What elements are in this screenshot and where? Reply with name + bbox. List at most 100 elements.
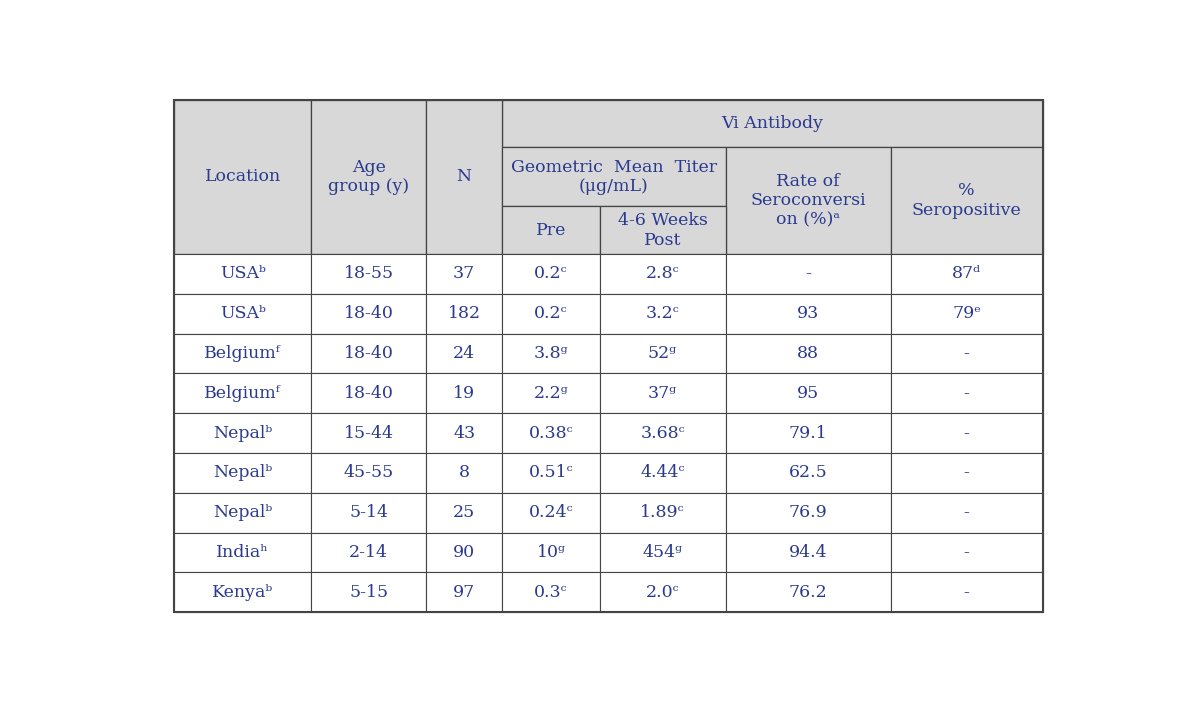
Text: 19: 19: [453, 385, 475, 402]
Text: -: -: [964, 504, 970, 521]
Text: Belgiumᶠ: Belgiumᶠ: [204, 345, 281, 362]
Bar: [502, 333, 599, 374]
Bar: [599, 374, 725, 413]
Bar: [426, 493, 502, 533]
Bar: [599, 572, 725, 612]
Bar: [502, 572, 599, 612]
Text: 2.8ᶜ: 2.8ᶜ: [646, 266, 679, 283]
Bar: [502, 294, 599, 333]
Bar: [725, 413, 890, 453]
Bar: [890, 572, 1042, 612]
Bar: [174, 333, 311, 374]
Bar: [599, 493, 725, 533]
Bar: [725, 374, 890, 413]
Text: 37ᵍ: 37ᵍ: [648, 385, 678, 402]
Text: 88: 88: [798, 345, 819, 362]
Text: 2.2ᵍ: 2.2ᵍ: [534, 385, 569, 402]
Text: 10ᵍ: 10ᵍ: [537, 544, 565, 561]
Bar: [502, 533, 599, 572]
Text: 37: 37: [453, 266, 475, 283]
Text: 0.3ᶜ: 0.3ᶜ: [534, 584, 567, 601]
Text: Nepalᵇ: Nepalᵇ: [214, 424, 272, 441]
Bar: [725, 453, 890, 493]
Bar: [890, 413, 1042, 453]
Bar: [890, 493, 1042, 533]
Text: -: -: [964, 465, 970, 482]
Bar: [725, 254, 890, 294]
Bar: [599, 207, 725, 254]
Text: -: -: [964, 345, 970, 362]
Text: USAᵇ: USAᵇ: [220, 266, 266, 283]
Bar: [725, 294, 890, 333]
Text: USAᵇ: USAᵇ: [220, 305, 266, 322]
Text: -: -: [964, 544, 970, 561]
Text: 182: 182: [447, 305, 481, 322]
Bar: [174, 100, 311, 254]
Text: 5-15: 5-15: [349, 584, 388, 601]
Bar: [502, 374, 599, 413]
Text: Indiaʰ: Indiaʰ: [216, 544, 269, 561]
Text: Nepalᵇ: Nepalᵇ: [214, 504, 272, 521]
Bar: [502, 207, 599, 254]
Bar: [426, 294, 502, 333]
Bar: [174, 453, 311, 493]
Text: N: N: [457, 168, 471, 185]
Text: 18-55: 18-55: [343, 266, 394, 283]
Text: 3.68ᶜ: 3.68ᶜ: [640, 424, 685, 441]
Bar: [725, 493, 890, 533]
Text: 52ᵍ: 52ᵍ: [648, 345, 678, 362]
Bar: [599, 533, 725, 572]
Text: 76.9: 76.9: [788, 504, 827, 521]
Bar: [426, 453, 502, 493]
Text: 0.24ᶜ: 0.24ᶜ: [528, 504, 573, 521]
Bar: [311, 572, 426, 612]
Text: 93: 93: [796, 305, 819, 322]
Text: 0.2ᶜ: 0.2ᶜ: [534, 266, 567, 283]
Text: 3.2ᶜ: 3.2ᶜ: [646, 305, 679, 322]
Text: Geometric  Mean  Titer
(μg/mL): Geometric Mean Titer (μg/mL): [510, 159, 717, 195]
Bar: [725, 533, 890, 572]
Text: 0.38ᶜ: 0.38ᶜ: [528, 424, 573, 441]
Bar: [311, 493, 426, 533]
Bar: [725, 333, 890, 374]
Text: 18-40: 18-40: [344, 345, 394, 362]
Text: 45-55: 45-55: [343, 465, 394, 482]
Bar: [311, 254, 426, 294]
Text: 15-44: 15-44: [344, 424, 394, 441]
Bar: [426, 572, 502, 612]
Bar: [311, 374, 426, 413]
Text: Nepalᵇ: Nepalᵇ: [214, 465, 272, 482]
Bar: [311, 294, 426, 333]
Text: 1.89ᶜ: 1.89ᶜ: [640, 504, 685, 521]
Bar: [311, 533, 426, 572]
Text: 18-40: 18-40: [344, 305, 394, 322]
Text: Belgiumᶠ: Belgiumᶠ: [204, 385, 281, 402]
Bar: [599, 294, 725, 333]
Text: Location: Location: [204, 168, 281, 185]
Bar: [426, 533, 502, 572]
Bar: [174, 493, 311, 533]
Text: 79.1: 79.1: [788, 424, 827, 441]
Text: -: -: [964, 424, 970, 441]
Text: 0.51ᶜ: 0.51ᶜ: [528, 465, 573, 482]
Bar: [502, 453, 599, 493]
Text: 18-40: 18-40: [344, 385, 394, 402]
Bar: [174, 572, 311, 612]
Bar: [599, 413, 725, 453]
Bar: [426, 100, 502, 254]
Text: 95: 95: [796, 385, 819, 402]
Bar: [311, 333, 426, 374]
Text: -: -: [964, 584, 970, 601]
Text: Age
group (y): Age group (y): [328, 159, 410, 195]
Bar: [174, 374, 311, 413]
Bar: [311, 453, 426, 493]
Text: -: -: [964, 385, 970, 402]
Bar: [426, 413, 502, 453]
Text: 97: 97: [453, 584, 475, 601]
Bar: [174, 413, 311, 453]
Bar: [890, 333, 1042, 374]
Bar: [890, 147, 1042, 254]
Text: 8: 8: [458, 465, 470, 482]
Bar: [890, 533, 1042, 572]
Text: Vi Antibody: Vi Antibody: [722, 115, 824, 132]
